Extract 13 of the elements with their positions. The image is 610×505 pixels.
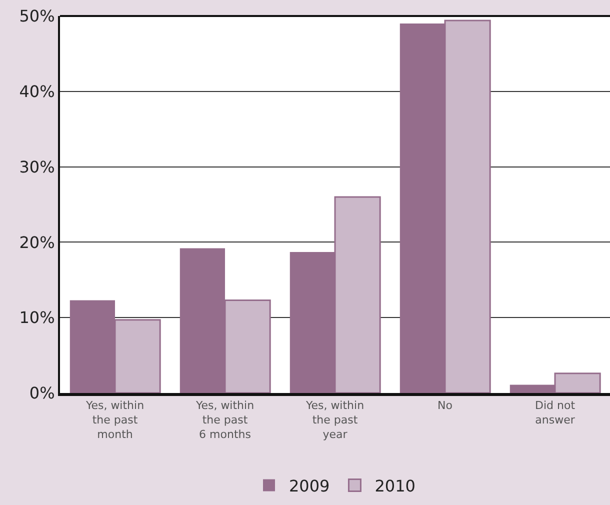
y-tick-label: 0% — [29, 384, 55, 403]
y-tick-label: 50% — [19, 6, 55, 26]
x-tick-label: Yes, within the past 6 months — [194, 399, 254, 441]
legend-label: 2010 — [374, 476, 416, 496]
x-tick-label: Yes, within the past month — [84, 399, 144, 441]
x-tick-label: No — [438, 399, 453, 412]
y-tick-label: 30% — [19, 157, 55, 176]
legend-label: 2009 — [289, 476, 330, 496]
y-tick-label: 20% — [19, 232, 55, 252]
y-tick-label: 40% — [19, 82, 55, 101]
x-tick-label: Did not answer — [534, 399, 576, 426]
x-tick-label: Yes, within the past year — [304, 399, 364, 441]
y-tick-label: 10% — [19, 308, 55, 328]
